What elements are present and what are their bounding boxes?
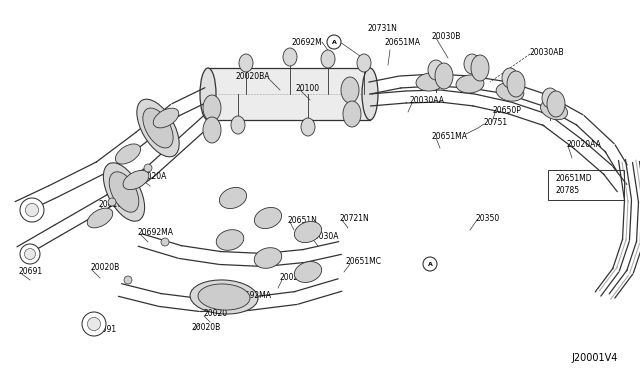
Text: 20751: 20751 — [484, 118, 508, 126]
Text: 20100: 20100 — [296, 83, 320, 93]
Ellipse shape — [464, 54, 480, 74]
Text: 20731N: 20731N — [368, 23, 398, 32]
Ellipse shape — [203, 95, 221, 121]
Text: 20020BA: 20020BA — [236, 71, 270, 80]
Text: J20001V4: J20001V4 — [572, 353, 618, 363]
Ellipse shape — [341, 77, 359, 103]
Ellipse shape — [435, 63, 453, 89]
Ellipse shape — [255, 208, 282, 228]
Ellipse shape — [362, 68, 378, 120]
Circle shape — [108, 198, 116, 206]
Ellipse shape — [231, 116, 245, 134]
Text: 20030A: 20030A — [310, 231, 339, 241]
Ellipse shape — [283, 48, 297, 66]
Ellipse shape — [547, 91, 565, 117]
Text: 20020AA: 20020AA — [567, 140, 602, 148]
Text: 20651MA: 20651MA — [432, 131, 468, 141]
Ellipse shape — [143, 108, 173, 148]
Ellipse shape — [321, 50, 335, 68]
Text: 20692M: 20692M — [291, 38, 322, 46]
Ellipse shape — [416, 73, 444, 91]
Text: 20650P: 20650P — [493, 106, 522, 115]
Ellipse shape — [502, 68, 518, 88]
Ellipse shape — [507, 71, 525, 97]
Circle shape — [24, 248, 35, 260]
Circle shape — [327, 35, 341, 49]
Text: 20691: 20691 — [92, 326, 116, 334]
Text: 20692MA: 20692MA — [138, 228, 174, 237]
Text: 20020A: 20020A — [280, 273, 309, 282]
Ellipse shape — [123, 170, 149, 190]
Ellipse shape — [200, 68, 216, 120]
Text: 20020B: 20020B — [90, 263, 119, 273]
Ellipse shape — [471, 55, 489, 81]
Ellipse shape — [153, 108, 179, 128]
Text: 20020B: 20020B — [192, 324, 221, 333]
Ellipse shape — [203, 117, 221, 143]
Circle shape — [88, 317, 100, 331]
Text: 20030AA: 20030AA — [410, 96, 445, 105]
Circle shape — [82, 312, 106, 336]
Ellipse shape — [343, 101, 361, 127]
Circle shape — [144, 164, 152, 172]
Text: 20692MA: 20692MA — [236, 292, 272, 301]
Circle shape — [161, 238, 169, 246]
Text: 20691: 20691 — [18, 267, 42, 276]
Ellipse shape — [541, 100, 568, 120]
Ellipse shape — [115, 144, 141, 164]
Text: 20010: 20010 — [98, 199, 122, 208]
Circle shape — [124, 276, 132, 284]
Ellipse shape — [456, 75, 484, 93]
Ellipse shape — [190, 280, 258, 314]
Text: 20030AB: 20030AB — [530, 48, 564, 57]
Circle shape — [20, 244, 40, 264]
Ellipse shape — [496, 83, 524, 101]
Ellipse shape — [216, 230, 244, 250]
Circle shape — [20, 198, 44, 222]
Ellipse shape — [87, 208, 113, 228]
Circle shape — [423, 257, 437, 271]
Ellipse shape — [198, 284, 250, 310]
Text: 20030B: 20030B — [432, 32, 461, 41]
Ellipse shape — [109, 172, 139, 212]
Text: 20651MC: 20651MC — [346, 257, 382, 266]
Ellipse shape — [294, 262, 322, 282]
Ellipse shape — [294, 221, 321, 243]
Text: A: A — [332, 39, 337, 45]
Text: 20721N: 20721N — [340, 214, 370, 222]
Ellipse shape — [220, 187, 246, 209]
Text: 20350: 20350 — [476, 214, 500, 222]
Ellipse shape — [428, 60, 444, 80]
Ellipse shape — [301, 118, 315, 136]
Ellipse shape — [239, 54, 253, 72]
Bar — [548, 170, 624, 200]
Text: 20020A: 20020A — [138, 171, 168, 180]
Circle shape — [26, 203, 38, 217]
Text: 20651MA: 20651MA — [385, 38, 421, 46]
Ellipse shape — [104, 163, 145, 221]
Ellipse shape — [542, 88, 558, 108]
Text: 20020: 20020 — [204, 310, 228, 318]
Text: 20651N: 20651N — [288, 215, 318, 224]
Ellipse shape — [254, 248, 282, 268]
Ellipse shape — [137, 99, 179, 157]
Text: A: A — [428, 262, 433, 266]
Ellipse shape — [357, 54, 371, 72]
Bar — [208, 68, 370, 120]
Text: 20785: 20785 — [556, 186, 580, 195]
Text: 20651MD: 20651MD — [556, 173, 593, 183]
